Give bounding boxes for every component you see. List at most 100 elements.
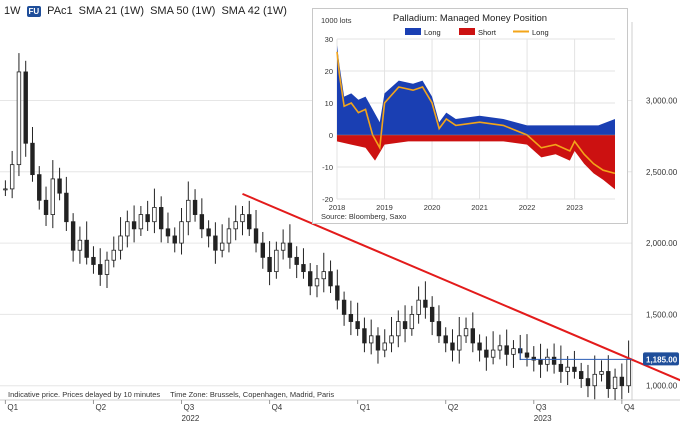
- candle-body: [368, 335, 374, 344]
- candle-body: [497, 345, 503, 351]
- chart-header: 1W FU PAc1 SMA 21 (1W) SMA 50 (1W) SMA 4…: [0, 0, 304, 22]
- candle-body: [9, 164, 15, 190]
- candle-body: [314, 278, 320, 287]
- interval-label[interactable]: 1W: [4, 5, 21, 17]
- x-tick-label: Q4: [624, 403, 635, 412]
- candle-body: [233, 221, 238, 230]
- candle-body: [328, 271, 333, 287]
- candle-body: [23, 71, 28, 144]
- candle-body: [253, 228, 259, 244]
- inset-y-tick-label: 20: [325, 67, 333, 76]
- inset-y-tick-label: 10: [325, 99, 333, 108]
- y-tick-label: 3,000.00: [646, 96, 678, 105]
- indicator-sma-21[interactable]: SMA 21 (1W): [78, 5, 145, 17]
- candle-body: [37, 174, 42, 201]
- short-area: [337, 135, 615, 190]
- candle-body: [558, 363, 564, 372]
- inset-x-tick-label: 2023: [566, 203, 583, 212]
- candle-body: [511, 348, 516, 355]
- candle-body: [538, 359, 543, 365]
- current-price-label: 1,185.00: [646, 355, 678, 364]
- x-tick-label: Q3: [184, 403, 195, 412]
- current-price-tag: [643, 352, 679, 366]
- candle-body: [98, 264, 103, 275]
- candle-body: [450, 342, 455, 351]
- candle-body: [382, 342, 387, 351]
- candle-body: [179, 221, 184, 244]
- y-tick-label: 1,000.00: [646, 382, 678, 391]
- candle-body: [131, 221, 137, 230]
- symbol-label[interactable]: PAc1: [47, 5, 73, 17]
- year-label: 2023: [534, 414, 552, 423]
- candle-body: [531, 356, 536, 361]
- candle-body: [152, 207, 157, 223]
- candle-body: [409, 314, 415, 330]
- candle-body: [402, 321, 408, 330]
- candle-body: [274, 249, 279, 273]
- x-tick-label: Q1: [7, 403, 18, 412]
- inset-y-tick-label: -10: [322, 163, 333, 172]
- legend-swatch: [459, 28, 475, 35]
- indicator-sma-42[interactable]: SMA 42 (1W): [221, 5, 287, 17]
- candle-body: [16, 71, 22, 166]
- trendline: [242, 192, 680, 382]
- candle-body: [335, 285, 340, 301]
- candle-body: [504, 345, 509, 355]
- candle-body: [565, 366, 570, 372]
- candle-body: [612, 376, 618, 389]
- candle-body: [477, 342, 482, 351]
- inset-positioning-chart: Palladium: Managed Money Position 1000 lo…: [312, 8, 628, 224]
- candle-body: [247, 214, 252, 230]
- candle-body: [606, 371, 611, 389]
- candle-body: [91, 256, 96, 265]
- candle-body: [484, 349, 489, 358]
- candle-body: [206, 228, 211, 237]
- candle-body: [43, 199, 49, 215]
- inset-source: Source: Bloomberg, Saxo: [321, 212, 406, 221]
- y-tick-label: 1,500.00: [646, 310, 678, 319]
- candle-body: [172, 235, 177, 244]
- candle-body: [443, 335, 448, 344]
- candle-body: [578, 371, 584, 380]
- candle-body: [301, 264, 306, 273]
- candle-body: [572, 366, 577, 372]
- candle-body: [70, 221, 76, 251]
- candle-body: [355, 321, 360, 330]
- timezone-text: Time Zone: Brussels, Copenhagen, Madrid,…: [170, 390, 335, 399]
- candle-body: [436, 321, 442, 337]
- candle-body: [3, 188, 8, 191]
- candle-body: [267, 256, 272, 273]
- candle-body: [240, 214, 245, 223]
- candle-body: [524, 352, 530, 358]
- candle-body: [111, 249, 116, 261]
- candle-body: [287, 242, 293, 258]
- candle-body: [165, 228, 171, 237]
- candle-body: [490, 349, 496, 358]
- candle-body: [104, 259, 110, 275]
- indicator-sma-50[interactable]: SMA 50 (1W): [150, 5, 216, 17]
- candle-body: [389, 335, 394, 344]
- candle-body: [192, 199, 198, 215]
- candle-body: [341, 299, 347, 315]
- candle-body: [551, 356, 557, 365]
- candle-body: [545, 356, 550, 365]
- long-area: [337, 45, 615, 135]
- candle-body: [470, 328, 476, 344]
- candle-body: [280, 242, 286, 251]
- chart-footer: Indicative price. Prices delayed by 10 m…: [8, 390, 342, 399]
- candle-body: [77, 239, 83, 251]
- inset-chart-svg: Palladium: Managed Money Position 1000 lo…: [321, 13, 616, 221]
- candle-body: [158, 207, 164, 230]
- inset-x-tick-label: 2018: [329, 203, 346, 212]
- inset-y-tick-label: 0: [329, 131, 333, 140]
- candle-body: [199, 214, 205, 230]
- candle-body: [599, 371, 604, 375]
- candle-body: [463, 328, 469, 337]
- candle-body: [260, 242, 266, 258]
- candle-body: [186, 199, 191, 223]
- candle-body: [226, 228, 232, 244]
- candle-body: [416, 299, 421, 315]
- candle-body: [30, 142, 35, 176]
- candle-body: [423, 299, 428, 308]
- inset-y-tick-label: 30: [325, 35, 333, 44]
